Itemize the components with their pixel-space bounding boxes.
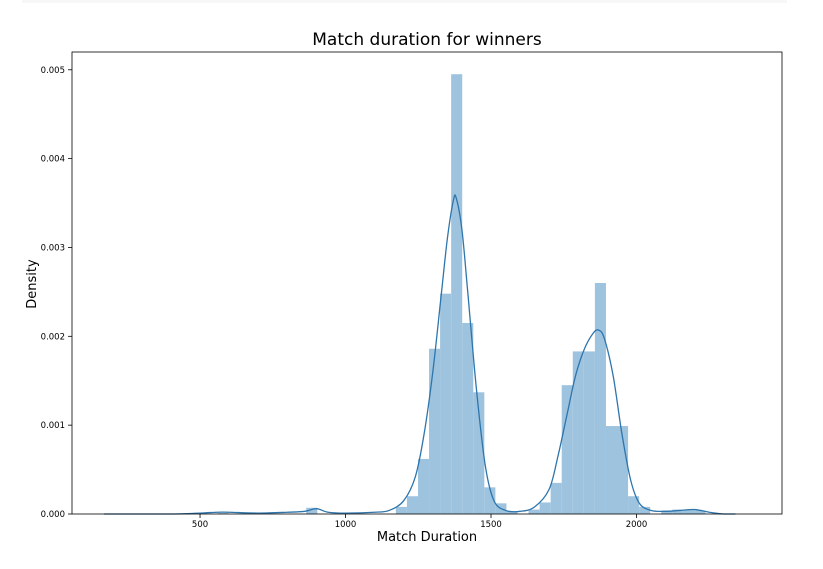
histogram-bar: [561, 385, 573, 514]
histogram-bar: [661, 510, 673, 514]
histogram-bar: [440, 293, 452, 514]
x-tick-label: 1000: [335, 520, 357, 530]
histogram-bar: [594, 283, 606, 514]
histogram-bar: [406, 496, 418, 514]
y-axis-ticks: 0.000 0.001 0.002 0.003 0.004 0.005: [41, 66, 72, 520]
plot-frame: [71, 51, 783, 515]
x-tick-label: 1500: [480, 520, 502, 530]
y-tick-label: 0.004: [41, 155, 65, 165]
histogram-bar: [395, 506, 407, 514]
histogram-bar: [583, 351, 595, 514]
histogram-bar: [628, 496, 640, 514]
histogram-bar: [429, 348, 441, 514]
top-strip: [22, 0, 787, 3]
histogram-bar: [572, 351, 584, 514]
histogram-bar: [306, 507, 318, 514]
histogram-bar: [417, 458, 430, 514]
histogram-bar: [694, 510, 706, 514]
y-tick-label: 0.000: [41, 510, 65, 520]
x-axis-ticks: 500 1000 1500 2000: [192, 514, 647, 530]
histogram-bar: [217, 513, 229, 514]
histogram-bar: [617, 426, 629, 514]
y-tick-label: 0.003: [41, 243, 65, 253]
histogram-bar: [473, 392, 485, 514]
x-tick-label: 500: [192, 520, 208, 530]
chart-title: Match duration for winners: [312, 30, 542, 50]
histogram-bar: [451, 74, 463, 515]
y-tick-label: 0.005: [41, 66, 65, 76]
histogram-bar: [484, 487, 496, 514]
plot-area: [72, 52, 782, 514]
histogram-bar: [672, 509, 684, 514]
histogram-bar: [506, 511, 518, 514]
y-axis-label: Density: [25, 259, 40, 309]
histogram-bar: [605, 426, 618, 514]
kde-line: [104, 194, 736, 515]
y-tick-label: 0.001: [41, 421, 65, 431]
histogram-bar: [639, 506, 651, 514]
histogram-bar: [528, 509, 540, 514]
histogram-bar: [462, 322, 474, 514]
histogram-bar: [539, 502, 551, 514]
y-tick-label: 0.002: [41, 332, 65, 342]
histogram-bar: [683, 509, 695, 514]
x-tick-label: 2000: [626, 520, 648, 530]
histogram-bar: [550, 482, 562, 514]
x-axis-label: Match Duration: [377, 530, 477, 545]
